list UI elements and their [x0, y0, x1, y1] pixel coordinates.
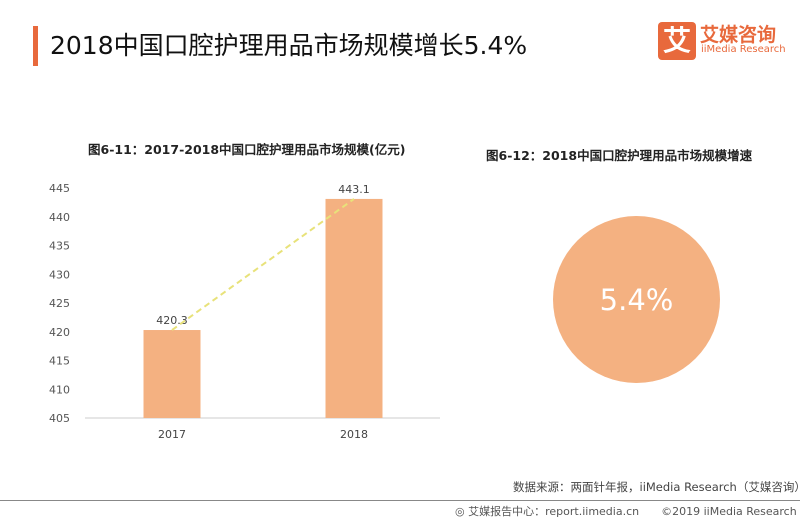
- y-tick-label: 415: [49, 355, 70, 368]
- footer-site: 艾媒报告中心：report.iimedia.cn: [468, 505, 640, 518]
- y-tick-label: 435: [49, 240, 70, 253]
- page-title: 2018中国口腔护理用品市场规模增长5.4%: [50, 31, 528, 60]
- globe-icon: ◎: [455, 505, 469, 518]
- y-tick-label: 410: [49, 383, 70, 396]
- x-tick-label: 2018: [340, 428, 368, 441]
- bar-chart: 405 410 415 420 425 430 435 440 445 420.3 2017 443.…: [49, 182, 440, 441]
- bar-2017: [143, 330, 201, 418]
- data-label: 443.1: [338, 183, 370, 196]
- growth-chart-title: 图6-12：2018中国口腔护理用品市场规模增速: [486, 148, 753, 163]
- trend-line: [171, 198, 355, 331]
- y-tick-label: 405: [49, 412, 70, 425]
- logo-icon: 艾: [658, 22, 696, 60]
- logo-cn: 艾媒咨询: [700, 24, 777, 46]
- footer-divider: [0, 500, 800, 501]
- footer-copyright: ©2019 iiMedia Research Inc: [661, 505, 800, 518]
- y-tick-label: 440: [49, 211, 70, 224]
- data-source: 数据来源：两面针年报，iiMedia Research（艾媒咨询）: [513, 480, 800, 494]
- x-tick-label: 2017: [158, 428, 186, 441]
- y-tick-label: 445: [49, 182, 70, 195]
- title-accent-bar: [33, 26, 38, 66]
- bar-chart-title: 图6-11：2017-2018中国口腔护理用品市场规模(亿元): [88, 142, 406, 157]
- logo-en: iiMedia Research: [701, 44, 786, 55]
- growth-label: 5.4%: [599, 282, 674, 317]
- footer: ◎ 艾媒报告中心：report.iimedia.cn ©2019 iiMedia …: [455, 503, 800, 519]
- data-label: 420.3: [156, 314, 188, 327]
- y-tick-label: 420: [49, 326, 70, 339]
- y-tick-label: 430: [49, 268, 70, 281]
- y-tick-label: 425: [49, 297, 70, 310]
- bar-2018: [325, 198, 383, 418]
- growth-circle: 5.4%: [553, 216, 720, 383]
